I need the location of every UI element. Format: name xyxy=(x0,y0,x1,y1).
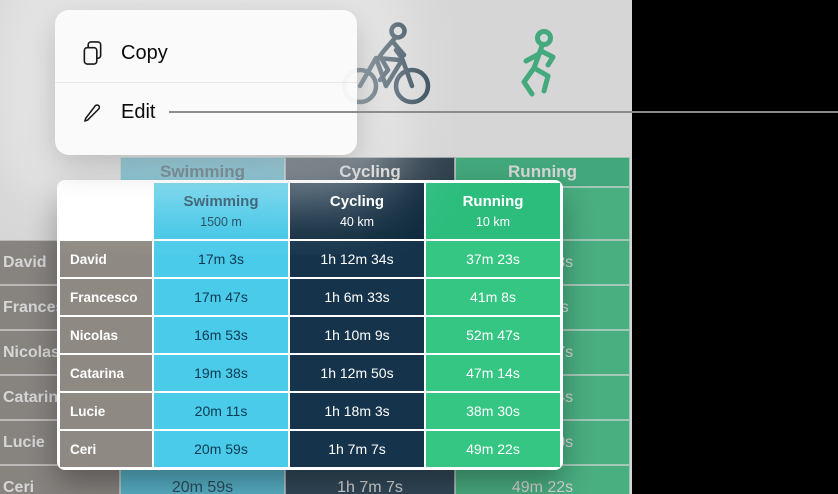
copy-icon xyxy=(79,40,105,66)
column-name: Cycling xyxy=(329,193,385,210)
popup-header-running[interactable]: Running 10 km xyxy=(426,183,560,239)
cell-running[interactable]: 47m 14s xyxy=(426,355,560,391)
menu-item-label: Copy xyxy=(121,41,168,64)
context-menu: Copy Edit xyxy=(55,10,357,155)
pencil-icon xyxy=(79,101,105,123)
menu-separator xyxy=(55,82,357,83)
column-distance: 40 km xyxy=(339,215,375,229)
cyclist-icon xyxy=(341,22,431,105)
row-label[interactable]: Nicolas xyxy=(60,317,152,353)
cell-cycling[interactable]: 1h 10m 9s xyxy=(290,317,424,353)
popup-corner-cell xyxy=(60,183,152,239)
column-distance: 1500 m xyxy=(200,215,242,229)
cell-cycling[interactable]: 1h 18m 3s xyxy=(290,393,424,429)
row-label[interactable]: Lucie xyxy=(60,393,152,429)
cell-running[interactable]: 37m 23s xyxy=(426,241,560,277)
column-distance: 10 km xyxy=(475,215,511,229)
cell-cycling[interactable]: 1h 12m 50s xyxy=(290,355,424,391)
cell-running[interactable]: 52m 47s xyxy=(426,317,560,353)
row-label[interactable]: Ceri xyxy=(60,431,152,467)
menu-item-label: Edit xyxy=(121,100,156,123)
row-label[interactable]: David xyxy=(60,241,152,277)
cell-running[interactable]: 41m 8s xyxy=(426,279,560,315)
cell-cycling[interactable]: 1h 6m 33s xyxy=(290,279,424,315)
cell-cycling[interactable]: 1h 7m 7s xyxy=(290,431,424,467)
cell-swimming[interactable]: 20m 11s xyxy=(154,393,288,429)
runner-icon xyxy=(521,29,556,97)
menu-item-copy[interactable]: Copy xyxy=(55,24,357,82)
popup-header-cycling[interactable]: Cycling 40 km xyxy=(290,183,424,239)
cell-swimming[interactable]: 19m 38s xyxy=(154,355,288,391)
cell-running[interactable]: 38m 30s xyxy=(426,393,560,429)
cell-swimming[interactable]: 20m 59s xyxy=(154,431,288,467)
row-label[interactable]: Francesco xyxy=(60,279,152,315)
cell-swimming[interactable]: 17m 47s xyxy=(154,279,288,315)
cell-cycling[interactable]: 1h 12m 34s xyxy=(290,241,424,277)
column-name: Running xyxy=(462,193,524,210)
column-name: Swimming xyxy=(183,193,259,210)
lifted-table-preview: Swimming 1500 m Cycling 40 km Running 10… xyxy=(57,180,563,470)
popup-header-swimming[interactable]: Swimming 1500 m xyxy=(154,183,288,239)
app-canvas: Swimming Cycling Running 1500 m 40 km 10… xyxy=(0,0,632,494)
menu-item-edit[interactable]: Edit xyxy=(55,83,357,141)
cell-running[interactable]: 49m 22s xyxy=(426,431,560,467)
callout-line xyxy=(169,111,838,113)
row-label[interactable]: Catarina xyxy=(60,355,152,391)
cell-swimming[interactable]: 17m 3s xyxy=(154,241,288,277)
cell-swimming[interactable]: 16m 53s xyxy=(154,317,288,353)
